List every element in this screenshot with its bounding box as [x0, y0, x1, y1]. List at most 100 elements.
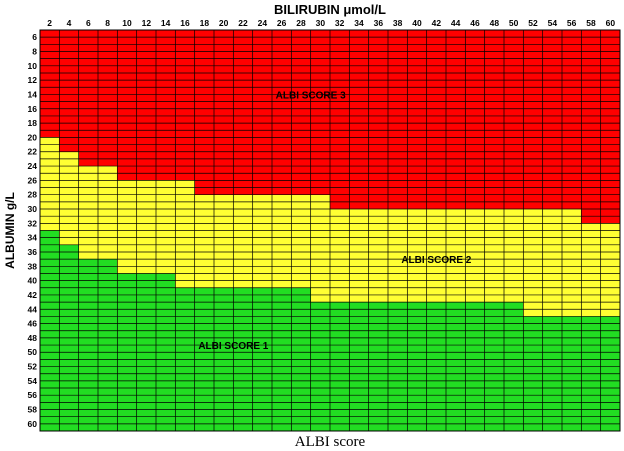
heatmap-cell: [291, 58, 311, 66]
heatmap-cell: [330, 223, 350, 231]
heatmap-cell: [465, 352, 485, 360]
heatmap-cell: [446, 115, 466, 124]
heatmap-cell: [272, 388, 292, 396]
heatmap-cell: [156, 115, 176, 124]
heatmap-cell: [504, 294, 524, 303]
heatmap-cell: [523, 87, 543, 95]
heatmap-cell: [272, 123, 292, 131]
heatmap-cell: [426, 123, 446, 131]
heatmap-cell: [194, 337, 214, 346]
heatmap-cell: [407, 251, 427, 260]
heatmap-cell: [233, 323, 253, 331]
heatmap-cell: [252, 187, 272, 195]
heatmap-cell: [504, 58, 524, 66]
heatmap-cell: [98, 187, 118, 195]
heatmap-cell: [252, 72, 272, 81]
heatmap-cell: [98, 72, 118, 81]
heatmap-cell: [233, 94, 253, 102]
heatmap-cell: [330, 423, 350, 431]
heatmap-cell: [388, 65, 408, 73]
heatmap-cell: [407, 151, 427, 159]
heatmap-cell: [349, 294, 369, 303]
heatmap-cell: [156, 87, 176, 95]
heatmap-cell: [504, 373, 524, 381]
heatmap-cell: [407, 266, 427, 274]
heatmap-cell: [330, 359, 350, 367]
heatmap-cell: [310, 380, 330, 389]
heatmap-cell: [117, 352, 137, 360]
heatmap-cell: [523, 30, 543, 38]
heatmap-cell: [98, 144, 118, 152]
heatmap-cell: [407, 330, 427, 338]
heatmap-cell: [388, 144, 408, 152]
heatmap-cell: [40, 72, 60, 81]
y-tick-label: 26: [28, 175, 38, 185]
heatmap-cell: [388, 395, 408, 403]
heatmap-cell: [581, 216, 601, 224]
heatmap-cell: [523, 173, 543, 181]
heatmap-cell: [98, 337, 118, 346]
heatmap-cell: [407, 345, 427, 353]
heatmap-cell: [252, 302, 272, 310]
heatmap-cell: [272, 101, 292, 109]
heatmap-cell: [194, 309, 214, 317]
heatmap-cell: [407, 180, 427, 188]
heatmap-cell: [600, 359, 620, 367]
heatmap-cell: [581, 144, 601, 152]
heatmap-cell: [175, 366, 195, 374]
heatmap-cell: [156, 294, 176, 303]
heatmap-cell: [40, 51, 60, 59]
heatmap-cell: [407, 359, 427, 367]
heatmap-cell: [446, 180, 466, 188]
heatmap-cell: [175, 309, 195, 317]
heatmap-cell: [581, 316, 601, 324]
heatmap-cell: [40, 87, 60, 95]
heatmap-cell: [562, 416, 582, 424]
heatmap-cell: [59, 173, 79, 181]
heatmap-cell: [175, 373, 195, 381]
heatmap-cell: [117, 259, 137, 267]
heatmap-cell: [523, 423, 543, 431]
heatmap-cell: [407, 323, 427, 331]
heatmap-cell: [600, 216, 620, 224]
heatmap-cell: [310, 237, 330, 245]
heatmap-cell: [272, 108, 292, 116]
heatmap-cell: [484, 302, 504, 310]
heatmap-cell: [156, 259, 176, 267]
heatmap-cell: [194, 237, 214, 245]
heatmap-cell: [465, 251, 485, 260]
heatmap-cell: [175, 337, 195, 346]
heatmap-cell: [310, 65, 330, 73]
heatmap-cell: [310, 216, 330, 224]
heatmap-cell: [562, 402, 582, 410]
heatmap-cell: [388, 108, 408, 116]
heatmap-cell: [600, 123, 620, 131]
heatmap-cell: [562, 87, 582, 95]
heatmap-cell: [349, 44, 369, 52]
heatmap-cell: [426, 266, 446, 274]
heatmap-cell: [175, 273, 195, 281]
heatmap-cell: [78, 302, 98, 310]
heatmap-cell: [562, 388, 582, 396]
heatmap-cell: [484, 337, 504, 346]
heatmap-cell: [233, 101, 253, 109]
heatmap-cell: [40, 209, 60, 217]
heatmap-cell: [40, 223, 60, 231]
heatmap-cell: [349, 201, 369, 210]
y-tick-label: 48: [28, 333, 38, 343]
heatmap-cell: [78, 309, 98, 317]
y-tick-labels: 6810121416182022242628303234363840424446…: [28, 32, 38, 429]
heatmap-cell: [59, 352, 79, 360]
y-tick-label: 42: [28, 290, 38, 300]
heatmap-cell: [484, 94, 504, 102]
heatmap-cell: [136, 173, 156, 181]
heatmap-cell: [98, 402, 118, 410]
heatmap-cell: [426, 280, 446, 288]
heatmap-cell: [194, 345, 214, 353]
heatmap-cell: [368, 180, 388, 188]
heatmap-cell: [59, 380, 79, 389]
heatmap-cell: [214, 373, 234, 381]
heatmap-cell: [117, 216, 137, 224]
heatmap-cell: [272, 266, 292, 274]
